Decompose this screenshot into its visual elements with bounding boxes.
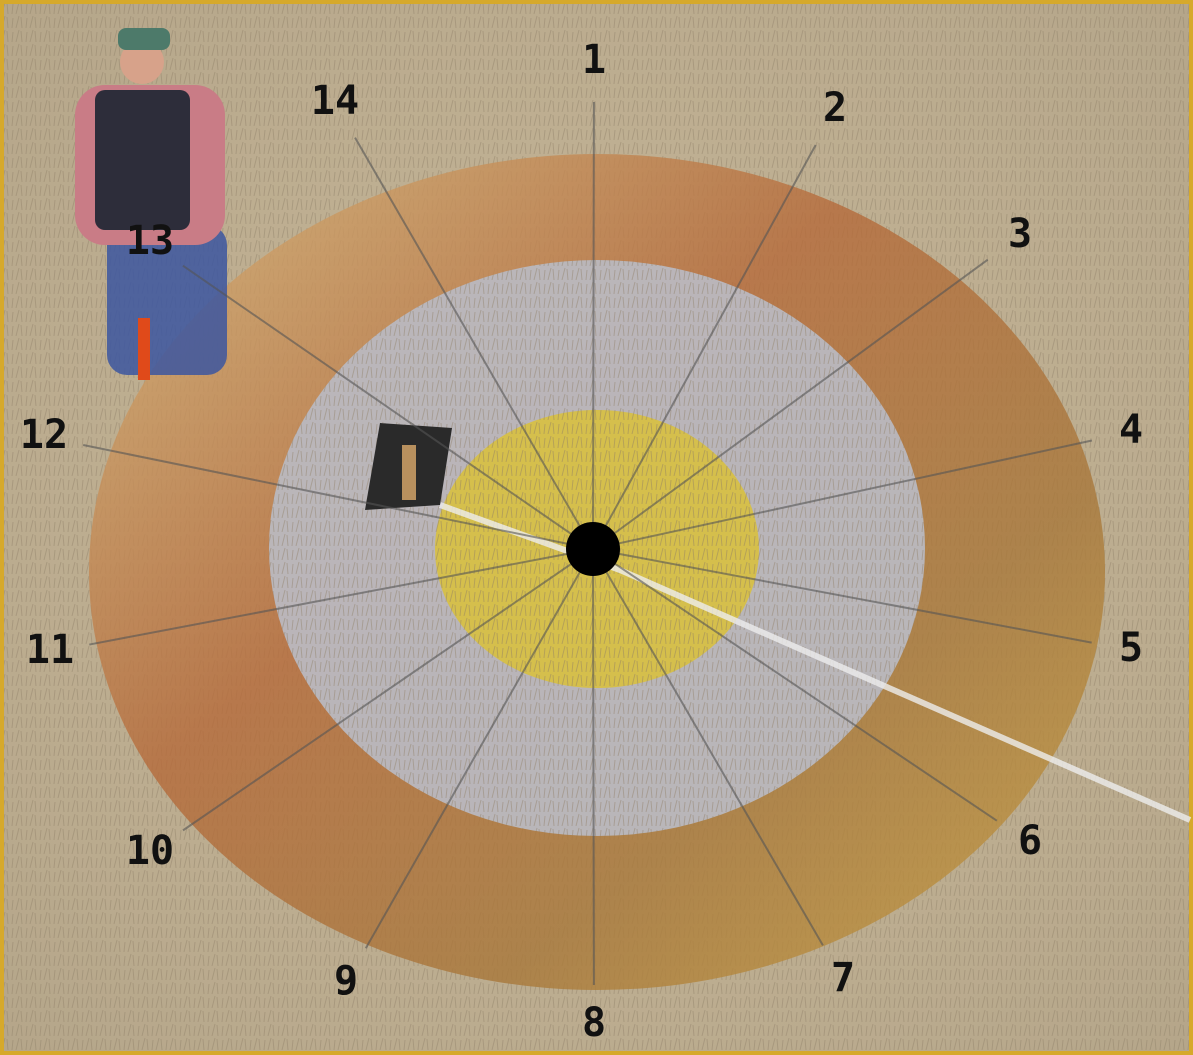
spoke: [593, 549, 594, 985]
spoke-label: 11: [26, 627, 74, 673]
spoke-label: 2: [823, 85, 847, 131]
spoke-label: 10: [126, 828, 174, 874]
spoke-label: 6: [1018, 818, 1042, 864]
quadrat: [365, 423, 452, 510]
spoke: [593, 102, 594, 549]
spoke-label: 9: [334, 958, 358, 1004]
spoke-label: 13: [126, 218, 174, 264]
center-dot: [566, 522, 620, 576]
spoke-label: 8: [582, 1000, 606, 1046]
spoke-label: 4: [1119, 407, 1143, 453]
spoke-label: 5: [1119, 625, 1143, 671]
spoke-label: 3: [1008, 211, 1032, 257]
photo: 1234567891011121314: [0, 0, 1193, 1055]
page: 1234567891011121314 (() => { const data …: [0, 0, 1193, 1055]
spoke-label: 14: [311, 78, 359, 124]
spoke-label: 12: [20, 412, 68, 458]
spoke-label: 7: [831, 955, 855, 1001]
spoke-label: 1: [582, 37, 606, 83]
